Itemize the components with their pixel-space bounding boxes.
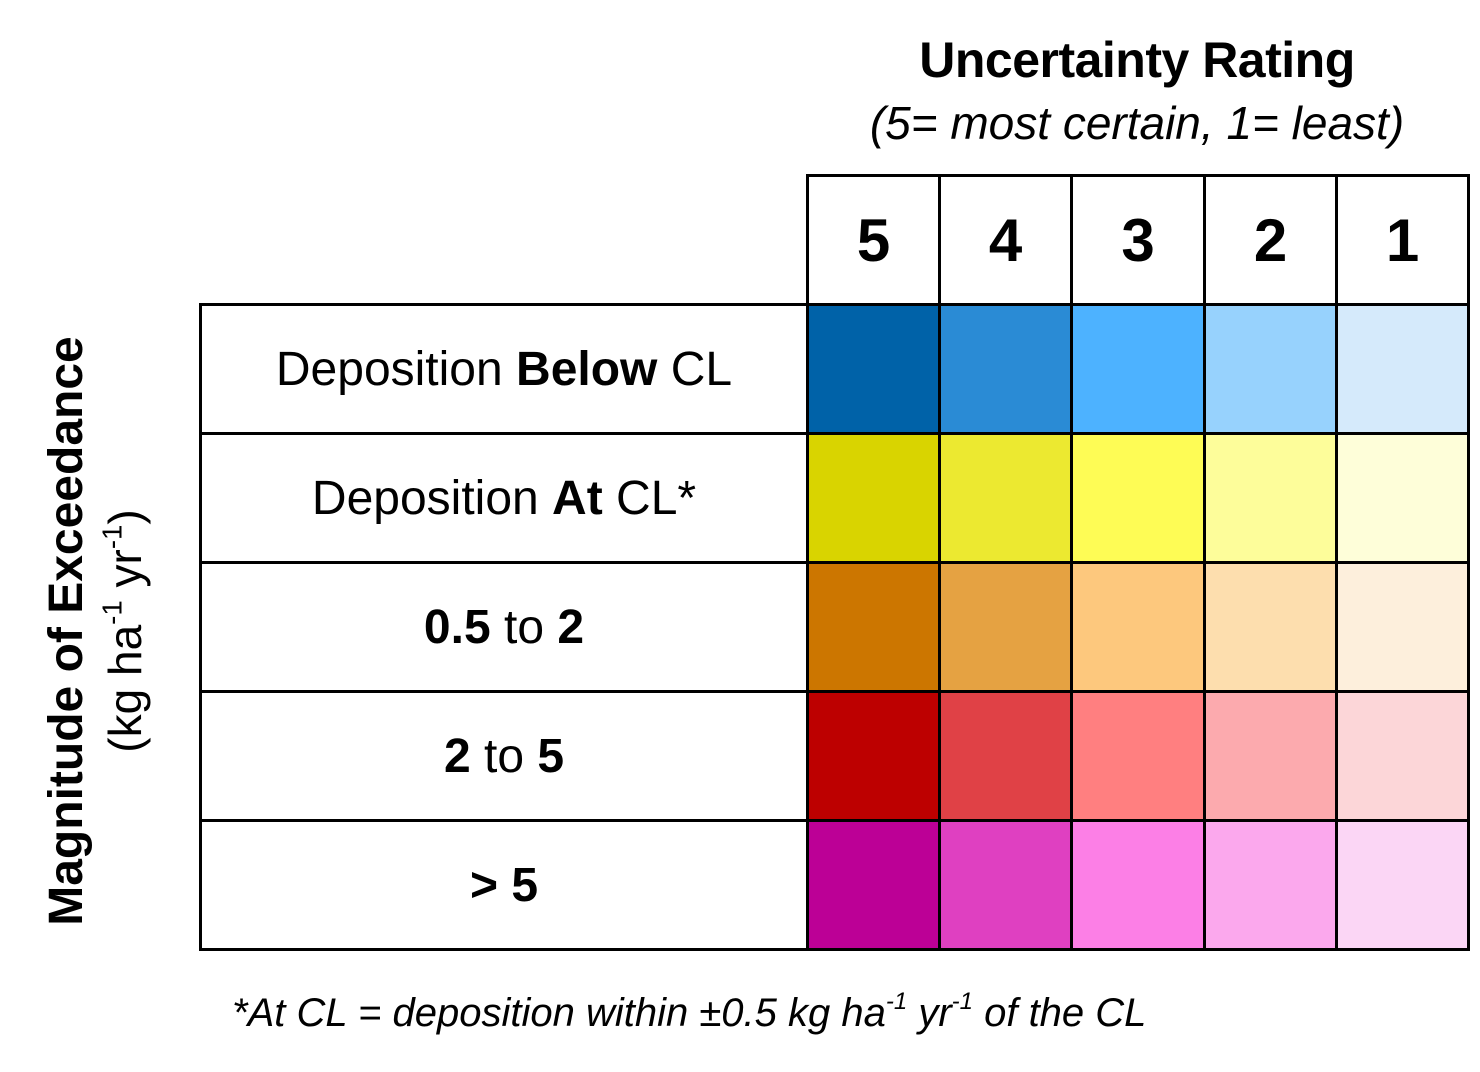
col-header-5: 5: [806, 174, 941, 306]
footnote-text: *At CL = deposition within ±0.5 kg ha: [232, 991, 886, 1035]
row-label: 0.5 to 2: [199, 561, 809, 693]
color-cell: [1203, 561, 1338, 693]
matrix-row: Deposition Below CL: [199, 303, 1470, 435]
header-row: 5 4 3 2 1: [201, 174, 1470, 306]
col-header-3: 3: [1070, 174, 1206, 306]
color-cell: [1335, 690, 1470, 822]
unit-part: ): [99, 509, 151, 525]
color-cell: [806, 303, 941, 435]
color-cell: [1335, 303, 1470, 435]
color-cell: [1070, 303, 1206, 435]
matrix-row: Deposition At CL*: [199, 432, 1470, 564]
row-label-part: Below: [516, 342, 658, 396]
footnote-exponent: -1: [885, 988, 908, 1016]
row-label-part: 5: [537, 729, 565, 783]
color-cell: [1335, 561, 1470, 693]
col-header-2: 2: [1203, 174, 1338, 306]
color-cell: [938, 819, 1073, 951]
row-label-part: 2: [443, 729, 471, 783]
row-label-part: 2: [557, 600, 585, 654]
col-header-1: 1: [1335, 174, 1470, 306]
footnote: *At CL = deposition within ±0.5 kg ha-1 …: [232, 988, 1146, 1038]
color-cell: [1203, 690, 1338, 822]
row-label-part: to: [490, 600, 558, 654]
matrix-row: > 5: [199, 819, 1470, 951]
color-cell: [1070, 432, 1206, 564]
color-cell: [1203, 432, 1338, 564]
unit-exponent: -1: [96, 600, 128, 625]
y-axis-unit: (kg ha-1 yr-1): [97, 336, 153, 925]
unit-exponent: -1: [96, 524, 128, 550]
color-cell: [1070, 561, 1206, 693]
color-cell: [806, 819, 941, 951]
color-cell: [938, 432, 1073, 564]
color-cell: [806, 690, 941, 822]
empty-corner: [201, 176, 808, 305]
matrix-row: 0.5 to 2: [199, 561, 1470, 693]
row-label-part: CL: [657, 342, 733, 396]
color-cell: [1203, 819, 1338, 951]
uncertainty-matrix: 5 4 3 2 1 Deposition Below CL Deposition …: [199, 174, 1470, 951]
color-cell: [1335, 432, 1470, 564]
color-cell: [938, 690, 1073, 822]
row-label-part: > 5: [469, 858, 539, 912]
row-label-part: CL*: [602, 471, 697, 525]
col-header-4: 4: [938, 174, 1073, 306]
chart-subtitle: (5= most certain, 1= least): [869, 97, 1405, 149]
row-label: 2 to 5: [199, 690, 809, 822]
color-cell: [938, 303, 1073, 435]
row-label: Deposition At CL*: [199, 432, 809, 564]
color-cell: [938, 561, 1073, 693]
row-label-part: 0.5: [423, 600, 491, 654]
color-cell: [806, 432, 941, 564]
color-cell: [1335, 819, 1470, 951]
color-cell: [806, 561, 941, 693]
footnote-text: yr: [907, 991, 952, 1035]
y-axis-title: Magnitude of Exceedance: [40, 336, 93, 926]
row-label-part: At: [552, 471, 603, 525]
row-label-part: Deposition: [275, 342, 517, 396]
footnote-exponent: -1: [951, 988, 973, 1016]
chart-title: Uncertainty Rating: [919, 32, 1355, 88]
row-label: Deposition Below CL: [199, 303, 809, 435]
unit-part: yr: [99, 549, 151, 601]
row-label-part: to: [470, 729, 538, 783]
row-label: > 5: [199, 819, 809, 951]
color-cell: [1070, 819, 1206, 951]
matrix-row: 2 to 5: [199, 690, 1470, 822]
color-cell: [1203, 303, 1338, 435]
footnote-text: of the CL: [972, 991, 1147, 1035]
row-label-part: Deposition: [311, 471, 553, 525]
color-cell: [1070, 690, 1206, 822]
unit-part: (kg ha: [99, 624, 151, 753]
